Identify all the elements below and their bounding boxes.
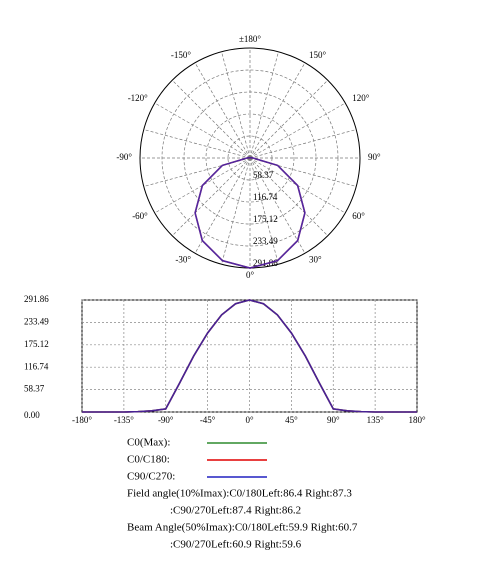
r-tick-label: 233.49 [253,236,278,246]
legend-label: C0(Max): [127,437,170,449]
spoke [143,129,251,159]
x-tick-label: -135° [114,415,134,425]
y-tick-label: 116.74 [24,361,49,371]
y-tick-label: 175.12 [24,339,49,349]
y-tick-label: 58.37 [24,384,45,394]
spoke [194,62,251,159]
spoke [143,157,251,187]
spoke [154,102,251,159]
spoke [249,157,329,237]
x-tick-label: 180° [408,415,426,425]
note: :C90/270Left:60.9 Right:59.6 [170,539,302,551]
grid-circle [183,91,317,225]
theta-tick-label: -120° [128,93,148,103]
x-tick-label: -45° [200,415,216,425]
spoke [194,157,251,254]
spoke [249,157,279,265]
x-tick-label: 0° [245,415,254,425]
grid-circle [227,135,273,181]
y-tick-label: 291.86 [24,294,49,304]
theta-tick-label: -150° [171,50,191,60]
spoke [221,157,251,265]
theta-tick-label: -90° [116,152,132,162]
x-tick-label: 90° [327,415,340,425]
y-tick-label: 233.49 [24,316,49,326]
theta-tick-label: 0° [246,270,255,280]
r-tick-label: 175.12 [253,214,278,224]
y-tick-label: 0.00 [24,410,40,420]
x-tick-label: -180° [72,415,92,425]
note: :C90/270Left:87.4 Right:86.2 [170,505,301,517]
spoke [249,157,357,187]
grid-circle [205,113,295,203]
x-tick-label: 45° [285,415,298,425]
theta-tick-label: 150° [309,50,327,60]
r-tick-label: 116.74 [253,192,278,202]
spoke [249,157,306,254]
theta-tick-label: 60° [352,211,365,221]
legend-label: C90/C270: [127,471,175,483]
theta-tick-label: 120° [352,93,370,103]
theta-tick-label: 90° [368,152,381,162]
line-curve [82,299,417,413]
r-tick-label: 58.37 [253,170,274,180]
legend-label: C0/C180: [127,454,170,466]
spoke [221,51,251,159]
grid-circle [161,69,339,247]
theta-tick-label: 30° [309,254,322,264]
spoke [249,51,279,159]
polar-curve [194,156,306,269]
x-tick-label: -90° [158,415,174,425]
note: Beam Angle(50%Imax):C0/180Left:59.9 Righ… [127,522,358,534]
x-tick-label: 135° [367,415,385,425]
spoke [249,79,329,159]
spoke [249,62,306,159]
theta-tick-label: -30° [175,254,191,264]
theta-tick-label: ±180° [239,34,261,44]
spoke [249,129,357,159]
theta-tick-label: -60° [132,211,148,221]
note: Field angle(10%Imax):C0/180Left:86.4 Rig… [127,488,352,500]
spoke [171,157,251,237]
spoke [249,102,346,159]
spoke [171,79,251,159]
